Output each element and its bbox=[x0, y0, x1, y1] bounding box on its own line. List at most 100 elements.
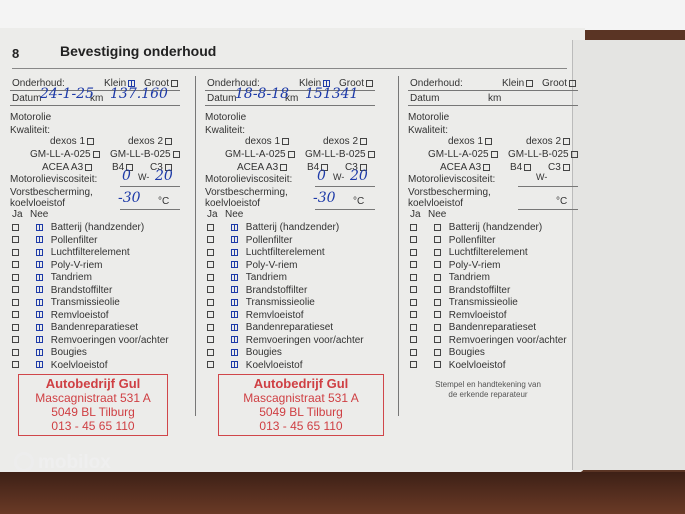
klein-checkbox[interactable] bbox=[128, 79, 136, 87]
nee-checkbox[interactable] bbox=[230, 311, 238, 319]
ja-checkbox[interactable] bbox=[410, 298, 417, 306]
ja-checkbox[interactable] bbox=[410, 348, 417, 356]
ja-checkbox[interactable] bbox=[12, 298, 19, 306]
dexos1-checkbox[interactable] bbox=[282, 137, 290, 145]
ja-checkbox[interactable] bbox=[207, 273, 214, 281]
acea-checkbox[interactable] bbox=[85, 163, 93, 171]
dexos1-checkbox[interactable] bbox=[87, 137, 95, 145]
nee-checkbox[interactable] bbox=[433, 248, 441, 256]
ja-checkbox[interactable] bbox=[12, 348, 19, 356]
ja-checkbox[interactable] bbox=[207, 361, 214, 369]
ja-checkbox[interactable] bbox=[410, 236, 417, 244]
groot-checkbox[interactable] bbox=[366, 79, 374, 87]
nee-checkbox[interactable] bbox=[230, 336, 238, 344]
ja-checkbox[interactable] bbox=[12, 323, 19, 331]
nee-checkbox[interactable] bbox=[35, 286, 43, 294]
dexos2-checkbox[interactable] bbox=[165, 137, 173, 145]
ja-checkbox[interactable] bbox=[12, 286, 19, 294]
ja-checkbox[interactable] bbox=[12, 236, 19, 244]
nee-checkbox[interactable] bbox=[433, 298, 441, 306]
nee-checkbox[interactable] bbox=[230, 286, 238, 294]
ja-checkbox[interactable] bbox=[12, 261, 19, 269]
gmb-checkbox[interactable] bbox=[172, 150, 180, 158]
ja-checkbox[interactable] bbox=[12, 361, 19, 369]
nee-checkbox[interactable] bbox=[35, 361, 43, 369]
c3-checkbox[interactable] bbox=[164, 163, 172, 171]
ja-checkbox[interactable] bbox=[410, 311, 417, 319]
nee-checkbox[interactable] bbox=[35, 248, 43, 256]
ja-checkbox[interactable] bbox=[207, 223, 214, 231]
ja-checkbox[interactable] bbox=[410, 336, 417, 344]
groot-checkbox[interactable] bbox=[171, 79, 179, 87]
nee-checkbox[interactable] bbox=[230, 236, 238, 244]
nee-checkbox[interactable] bbox=[35, 323, 43, 331]
c3-checkbox[interactable] bbox=[562, 163, 570, 171]
nee-checkbox[interactable] bbox=[230, 223, 238, 231]
nee-checkbox[interactable] bbox=[433, 286, 441, 294]
nee-checkbox[interactable] bbox=[433, 336, 441, 344]
ja-checkbox[interactable] bbox=[12, 248, 19, 256]
ja-checkbox[interactable] bbox=[410, 223, 417, 231]
klein-checkbox[interactable] bbox=[323, 79, 331, 87]
ja-checkbox[interactable] bbox=[410, 286, 417, 294]
nee-checkbox[interactable] bbox=[35, 311, 43, 319]
ja-checkbox[interactable] bbox=[410, 361, 417, 369]
nee-checkbox[interactable] bbox=[35, 261, 43, 269]
nee-checkbox[interactable] bbox=[433, 223, 441, 231]
ja-checkbox[interactable] bbox=[207, 348, 214, 356]
nee-checkbox[interactable] bbox=[433, 323, 441, 331]
nee-checkbox[interactable] bbox=[230, 298, 238, 306]
nee-checkbox[interactable] bbox=[433, 348, 441, 356]
ja-checkbox[interactable] bbox=[410, 323, 417, 331]
dexos1-checkbox[interactable] bbox=[485, 137, 493, 145]
dexos2-checkbox[interactable] bbox=[360, 137, 368, 145]
nee-checkbox[interactable] bbox=[230, 261, 238, 269]
klein-checkbox[interactable] bbox=[526, 79, 534, 87]
gma-checkbox[interactable] bbox=[287, 150, 295, 158]
dexos2-checkbox[interactable] bbox=[563, 137, 571, 145]
nee-checkbox[interactable] bbox=[230, 273, 238, 281]
acea-checkbox[interactable] bbox=[280, 163, 288, 171]
ja-checkbox[interactable] bbox=[410, 261, 417, 269]
c3-checkbox[interactable] bbox=[359, 163, 367, 171]
ja-checkbox[interactable] bbox=[410, 248, 417, 256]
nee-checkbox[interactable] bbox=[433, 361, 441, 369]
nee-checkbox[interactable] bbox=[433, 236, 441, 244]
ja-checkbox[interactable] bbox=[207, 323, 214, 331]
ja-checkbox[interactable] bbox=[410, 273, 417, 281]
nee-checkbox[interactable] bbox=[230, 348, 238, 356]
ja-checkbox[interactable] bbox=[207, 311, 214, 319]
nee-checkbox[interactable] bbox=[230, 248, 238, 256]
ja-checkbox[interactable] bbox=[12, 311, 19, 319]
ja-checkbox[interactable] bbox=[12, 336, 19, 344]
ja-checkbox[interactable] bbox=[207, 336, 214, 344]
b4-checkbox[interactable] bbox=[524, 163, 532, 171]
nee-checkbox[interactable] bbox=[35, 223, 43, 231]
ja-checkbox[interactable] bbox=[207, 286, 214, 294]
b4-checkbox[interactable] bbox=[126, 163, 134, 171]
gma-checkbox[interactable] bbox=[490, 150, 498, 158]
nee-checkbox[interactable] bbox=[35, 348, 43, 356]
gma-checkbox[interactable] bbox=[92, 150, 100, 158]
ja-checkbox[interactable] bbox=[12, 273, 19, 281]
nee-checkbox[interactable] bbox=[433, 311, 441, 319]
nee-checkbox[interactable] bbox=[230, 323, 238, 331]
nee-checkbox[interactable] bbox=[35, 236, 43, 244]
ja-checkbox[interactable] bbox=[207, 261, 214, 269]
b4-checkbox[interactable] bbox=[321, 163, 329, 171]
ja-checkbox[interactable] bbox=[207, 298, 214, 306]
nee-checkbox[interactable] bbox=[35, 336, 43, 344]
groot-checkbox[interactable] bbox=[569, 79, 577, 87]
nee-checkbox[interactable] bbox=[35, 273, 43, 281]
nee-checkbox[interactable] bbox=[433, 261, 441, 269]
line bbox=[408, 90, 578, 91]
acea-checkbox[interactable] bbox=[483, 163, 491, 171]
nee-checkbox[interactable] bbox=[35, 298, 43, 306]
nee-checkbox[interactable] bbox=[230, 361, 238, 369]
ja-checkbox[interactable] bbox=[207, 236, 214, 244]
ja-checkbox[interactable] bbox=[207, 248, 214, 256]
gmb-checkbox[interactable] bbox=[367, 150, 375, 158]
ja-checkbox[interactable] bbox=[12, 223, 19, 231]
nee-checkbox[interactable] bbox=[433, 273, 441, 281]
gmb-checkbox[interactable] bbox=[570, 150, 578, 158]
